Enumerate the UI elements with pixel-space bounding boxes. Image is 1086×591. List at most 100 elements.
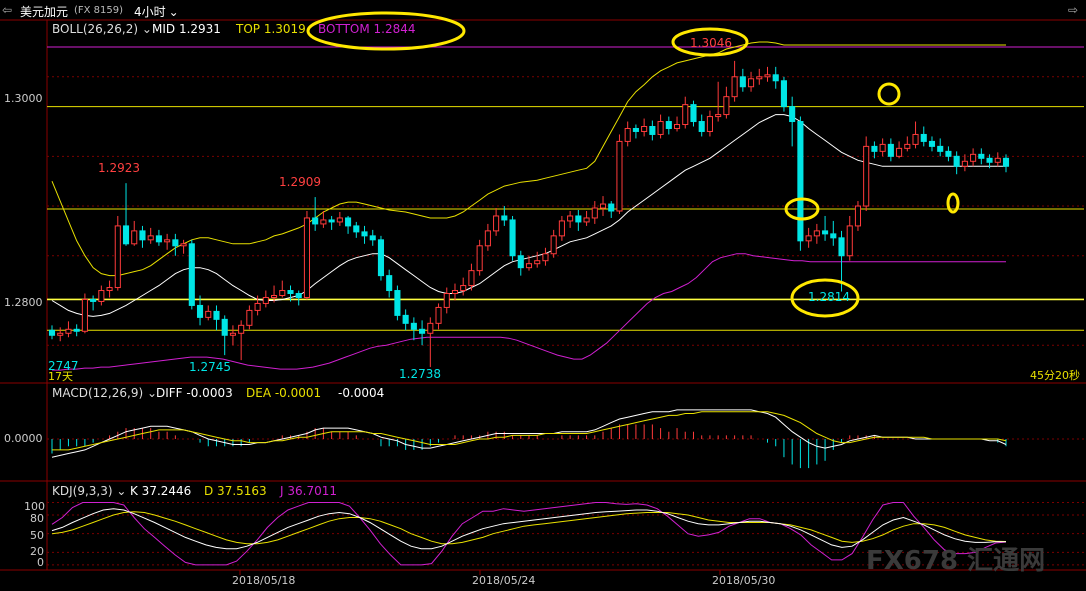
- boll-top-line: [51, 41, 1006, 277]
- candle-body: [81, 298, 88, 332]
- annotation-ellipse: [671, 27, 749, 57]
- boll-bottom-line: [52, 253, 1006, 371]
- status-countdown: 45分20秒: [1030, 369, 1080, 382]
- macd-tick-label: 0.0000: [4, 432, 43, 445]
- candle-body: [846, 225, 853, 257]
- candle-body: [813, 230, 820, 237]
- candle-body: [361, 231, 368, 237]
- candle-body: [525, 263, 533, 269]
- x-tick-label: 2018/05/18: [232, 574, 296, 587]
- forward-icon[interactable]: ⇨: [1068, 3, 1079, 17]
- boll-top: TOP 1.3019: [236, 22, 306, 36]
- price-label-low: 1.2814: [808, 290, 850, 304]
- candle-body: [567, 215, 574, 222]
- macd-diff-line: [51, 409, 1007, 458]
- candle-body: [394, 290, 401, 316]
- candle-body: [460, 285, 467, 292]
- boll-mid: MID 1.2931: [152, 22, 221, 36]
- boll-mid-line: [51, 114, 1006, 317]
- candle-body: [550, 235, 557, 255]
- x-tick-label: 2018/05/30: [712, 574, 776, 587]
- candle-body: [953, 155, 960, 167]
- candle-body: [131, 230, 138, 245]
- candle-body: [205, 310, 212, 318]
- candle-body: [476, 245, 483, 272]
- candle-body: [501, 215, 508, 221]
- candle-body: [558, 220, 565, 237]
- candle-body: [279, 290, 286, 297]
- annotation-ellipse: [784, 197, 820, 221]
- period-label: 4小时: [134, 5, 166, 19]
- candle-body: [599, 203, 607, 209]
- candle-body: [320, 219, 327, 225]
- candle-body: [73, 328, 80, 332]
- macd-dea: DEA -0.0001: [246, 386, 322, 400]
- price-label-high: 1.2923: [98, 161, 140, 175]
- candle-body: [863, 145, 870, 207]
- chevron-down-icon: ⌄: [138, 22, 152, 36]
- annotation-ellipse: [790, 278, 860, 318]
- candle-body: [641, 126, 648, 132]
- candle-body: [920, 133, 927, 142]
- back-icon[interactable]: ⇦: [2, 3, 13, 17]
- candle-body: [196, 304, 204, 318]
- period-select[interactable]: 4小时 ⌄: [134, 3, 179, 20]
- status-left: 17天: [48, 370, 73, 383]
- candle-body: [468, 270, 475, 287]
- candle-body: [978, 153, 985, 159]
- symbol-code: (FX 8159): [74, 5, 124, 16]
- symbol-name: 美元加元: [20, 5, 69, 19]
- macd-name-label: MACD(12,26,9): [52, 386, 144, 400]
- x-tick-label: 2018/05/24: [472, 574, 536, 587]
- candle-body: [336, 217, 343, 223]
- candle-body: [830, 233, 837, 239]
- macd-name[interactable]: MACD(12,26,9) ⌄: [52, 386, 157, 400]
- candle-body: [542, 253, 549, 262]
- kdj-j-line: [51, 502, 1007, 566]
- candle-body: [262, 296, 269, 304]
- chevron-down-icon: ⌄: [112, 484, 127, 498]
- candle-body: [517, 255, 524, 269]
- candle-body: [690, 104, 697, 123]
- boll-name-label: BOLL(26,26,2): [52, 22, 139, 36]
- candle-body: [665, 121, 672, 129]
- kdj-k: K 37.2446: [130, 484, 192, 498]
- candle-body: [583, 217, 590, 223]
- price-label-low: 2747: [48, 359, 79, 373]
- candle-body: [1002, 157, 1010, 167]
- candle-body: [213, 310, 220, 320]
- candle-body: [98, 290, 105, 302]
- price-tick-label: 1.2800: [4, 296, 43, 309]
- candle-body: [871, 145, 878, 152]
- candle-body: [147, 235, 154, 241]
- candle-body: [904, 143, 911, 149]
- candle-body: [221, 318, 228, 336]
- candle-body: [854, 205, 862, 227]
- title-bar: ⇦ 美元加元 (FX 8159) 4小时 ⌄ ⇨: [0, 0, 1086, 20]
- watermark-logo: FX678 汇通网: [866, 546, 1046, 576]
- kdj-name-label: KDJ(9,3,3): [52, 484, 113, 498]
- candle-body: [451, 290, 459, 295]
- kdj-tick-label: 50: [30, 529, 44, 542]
- kdj-name[interactable]: KDJ(9,3,3) ⌄: [52, 484, 126, 498]
- kdj-tick-label: 100: [24, 500, 45, 513]
- boll-name[interactable]: BOLL(26,26,2) ⌄: [52, 22, 152, 36]
- candle-body: [229, 332, 236, 336]
- annotation-ellipse: [877, 82, 901, 106]
- candle-body: [443, 293, 450, 308]
- candle-body: [254, 302, 261, 311]
- candle-body: [312, 217, 319, 225]
- candle-body: [756, 76, 763, 80]
- candle-body: [731, 76, 738, 98]
- macd-value: -0.0004: [338, 386, 385, 400]
- candle-body: [122, 225, 130, 245]
- candle-body: [484, 230, 491, 247]
- price-label-low: 1.2745: [189, 360, 231, 374]
- candle-body: [328, 219, 335, 223]
- candle-body: [748, 78, 755, 88]
- boll-bottom: BOTTOM 1.2844: [318, 22, 416, 36]
- chevron-down-icon: ⌄: [168, 5, 179, 19]
- kdj-j: J 36.7011: [280, 484, 337, 498]
- kdj-tick-label: 0: [37, 556, 44, 569]
- price-tick-label: 1.3000: [4, 92, 43, 105]
